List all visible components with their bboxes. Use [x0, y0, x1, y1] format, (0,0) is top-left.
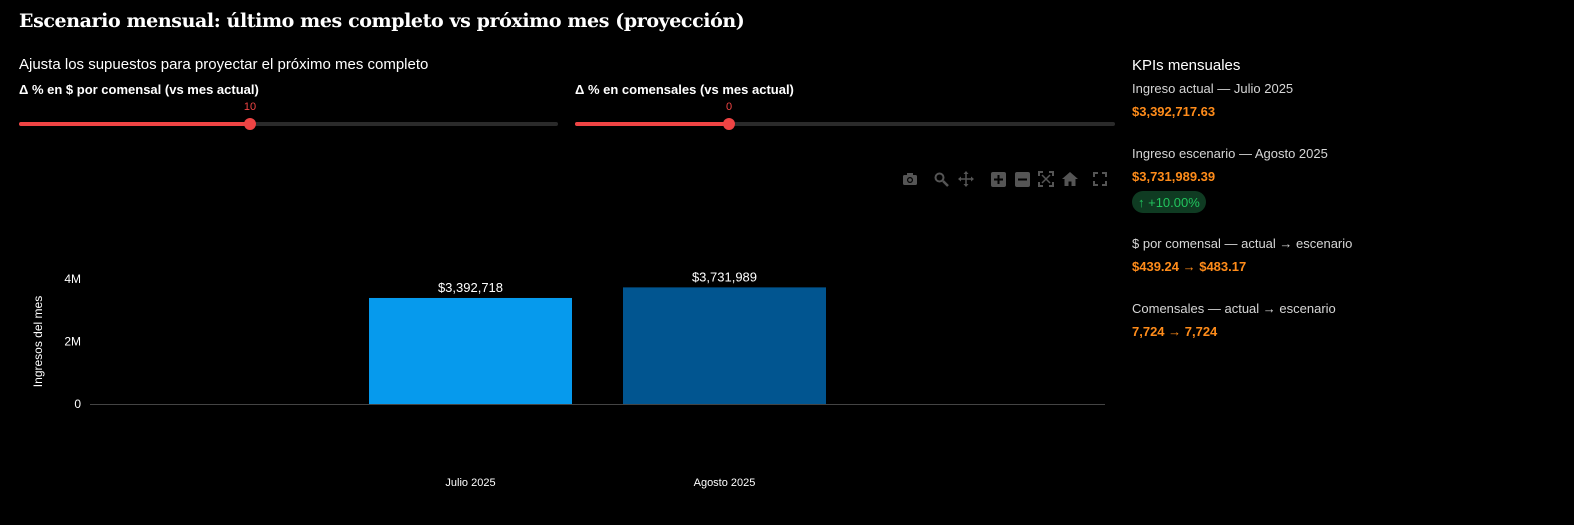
zoom-out-icon[interactable]: [1013, 170, 1031, 188]
y-tick-label: 4M: [64, 272, 81, 286]
diners-label: Comensales — actual → escenario: [1132, 301, 1336, 316]
price-slider-fill: [19, 122, 250, 126]
pan-icon[interactable]: [957, 170, 975, 188]
bar-julio-2025[interactable]: [369, 297, 572, 404]
kpi-heading: KPIs mensuales: [1132, 57, 1241, 74]
delta-badge: ↑ +10.00%: [1132, 191, 1206, 213]
zoom-in-icon[interactable]: [989, 170, 1007, 188]
price-slider-label: Δ % en $ por comensal (vs mes actual): [19, 82, 259, 97]
scenario-revenue-label: Ingreso escenario — Agosto 2025: [1132, 146, 1328, 161]
per-diner-label: $ por comensal — actual → escenario: [1132, 236, 1353, 251]
y-axis-title: Ingresos del mes: [31, 296, 45, 387]
current-revenue-label: Ingreso actual — Julio 2025: [1132, 81, 1294, 96]
diners-value: 7,724 → 7,724: [1132, 324, 1218, 339]
current-revenue-value: $3,392,717.63: [1132, 104, 1216, 119]
per-diner-value: $439.24 → $483.17: [1132, 259, 1247, 274]
y-tick-label: 0: [74, 397, 81, 411]
camera-icon[interactable]: [901, 170, 919, 188]
price-slider-value: 10: [243, 101, 257, 113]
bar-data-label: $3,731,989: [692, 269, 757, 284]
x-tick-label: Agosto 2025: [694, 477, 756, 489]
diners-slider[interactable]: [575, 118, 1115, 130]
diners-slider-fill: [575, 122, 729, 126]
bar-data-label: $3,392,718: [438, 280, 503, 295]
price-slider[interactable]: [19, 118, 558, 130]
revenue-bar-chart: Ingresos del mes 0 2M 4M $3,392,718 $3,731,…: [31, 269, 1105, 489]
bar-agosto-2025[interactable]: [623, 287, 826, 404]
price-slider-handle[interactable]: [244, 118, 256, 130]
diners-slider-value: 0: [725, 101, 733, 113]
fullscreen-icon[interactable]: [1091, 170, 1109, 188]
zoom-icon[interactable]: [932, 170, 950, 188]
reset-axes-icon[interactable]: [1061, 170, 1079, 188]
autoscale-icon[interactable]: [1037, 170, 1055, 188]
page-title: Escenario mensual: último mes completo v…: [19, 10, 745, 32]
scenario-revenue-value: $3,731,989.39: [1132, 169, 1216, 184]
diners-slider-handle[interactable]: [723, 118, 735, 130]
diners-slider-label: Δ % en comensales (vs mes actual): [575, 82, 794, 97]
controls-heading: Ajusta los supuestos para proyectar el p…: [19, 56, 429, 73]
y-tick-label: 2M: [64, 335, 81, 349]
x-tick-label: Julio 2025: [445, 477, 495, 489]
